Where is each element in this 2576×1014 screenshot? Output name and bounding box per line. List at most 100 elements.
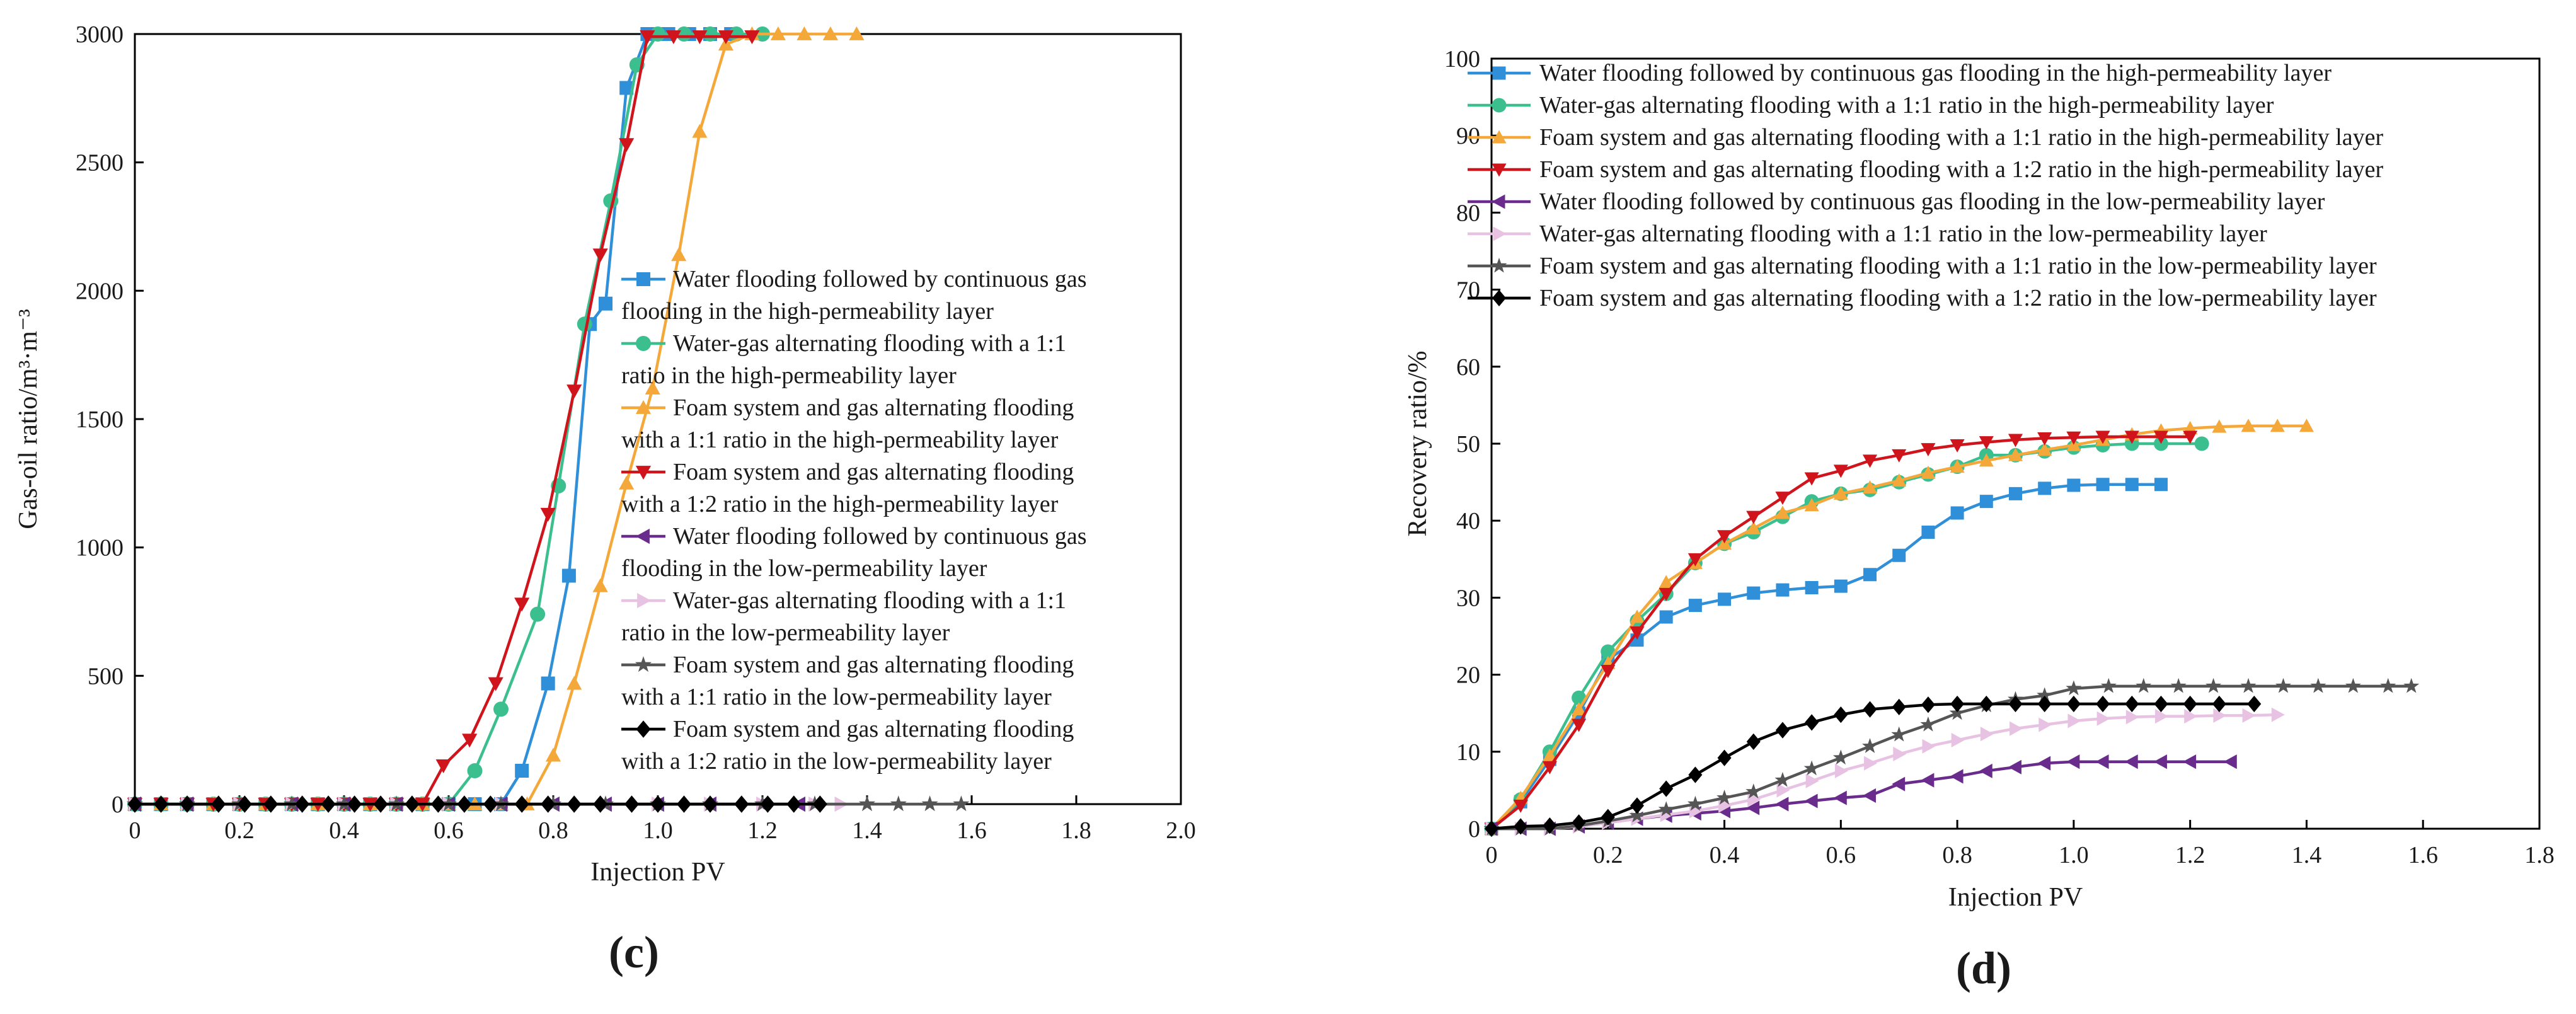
data-point bbox=[1659, 610, 1673, 624]
data-point bbox=[1950, 506, 1964, 520]
data-point bbox=[2095, 430, 2110, 444]
x-axis-title: Injection PV bbox=[590, 858, 725, 887]
legend-marker bbox=[1492, 194, 1505, 209]
data-point bbox=[1659, 575, 1674, 589]
data-point bbox=[1688, 553, 1703, 567]
data-point bbox=[760, 795, 775, 813]
data-point bbox=[592, 248, 608, 263]
data-point bbox=[1746, 521, 1761, 534]
data-point bbox=[2124, 754, 2138, 769]
data-point bbox=[624, 795, 640, 813]
data-point bbox=[263, 795, 279, 813]
data-point bbox=[1949, 705, 1965, 720]
data-point bbox=[2096, 478, 2110, 492]
data-point bbox=[1892, 548, 1906, 562]
data-point bbox=[1775, 722, 1790, 739]
data-point bbox=[462, 734, 478, 748]
data-point bbox=[2184, 709, 2198, 724]
x-tick-label: 0.8 bbox=[538, 817, 568, 844]
data-point bbox=[1979, 495, 1993, 509]
chart-panel-d: 0 0.2 0.4 0.6 0.8 1.0 1.2 1.4 1.6 1.8 0 10 20 30 40 50 6… bbox=[1403, 46, 2555, 993]
data-point bbox=[692, 124, 708, 138]
legend-item: Water-gas alternating flooding with a 1:… bbox=[1468, 92, 2274, 118]
data-point bbox=[2242, 708, 2256, 723]
data-point bbox=[1805, 581, 1819, 595]
data-point bbox=[2212, 695, 2226, 713]
data-point bbox=[1542, 748, 1557, 762]
x-tick-label: 1.8 bbox=[2524, 842, 2555, 868]
legend-item: Foam system and gas alternating flooding… bbox=[621, 459, 1074, 517]
data-point bbox=[619, 138, 635, 153]
legend-label: Foam system and gas alternating flooding… bbox=[1539, 156, 2384, 183]
x-tick-label: 1.4 bbox=[2292, 842, 2322, 868]
data-point bbox=[2037, 442, 2052, 456]
legend-item: Water flooding followed by continuous ga… bbox=[621, 266, 1087, 325]
data-point bbox=[858, 795, 876, 812]
series-8 bbox=[127, 795, 827, 813]
y-tick-label: 2000 bbox=[76, 278, 124, 304]
data-point bbox=[1892, 698, 1906, 716]
data-point bbox=[2096, 695, 2110, 713]
data-point bbox=[127, 795, 142, 813]
data-point bbox=[2008, 759, 2021, 775]
data-point bbox=[1834, 706, 1848, 723]
x-tick-label: 0.4 bbox=[329, 817, 359, 844]
data-point bbox=[2170, 677, 2187, 693]
y-tick-label: 0 bbox=[112, 792, 124, 818]
data-point bbox=[1864, 756, 1878, 771]
data-point bbox=[347, 795, 362, 813]
data-point bbox=[1775, 492, 1790, 505]
y-tick-label: 30 bbox=[1456, 585, 1480, 611]
data-point bbox=[1484, 820, 1499, 838]
legend-item: Water-gas alternating flooding with a 1:… bbox=[1468, 221, 2267, 247]
data-point bbox=[812, 795, 827, 813]
legend-marker bbox=[1491, 257, 1507, 273]
data-point bbox=[734, 795, 749, 813]
x-tick-label: 0.6 bbox=[434, 817, 464, 844]
data-point bbox=[2194, 436, 2209, 451]
data-point bbox=[1922, 739, 1936, 754]
data-point bbox=[2183, 695, 2197, 713]
data-point bbox=[2183, 430, 2198, 444]
data-point bbox=[2223, 754, 2237, 769]
data-point bbox=[890, 795, 907, 812]
data-point bbox=[515, 764, 529, 778]
data-point bbox=[1921, 526, 1935, 539]
data-point bbox=[2403, 677, 2420, 693]
y-tick-label: 500 bbox=[88, 663, 124, 689]
data-point bbox=[786, 795, 802, 813]
data-point bbox=[1542, 761, 1557, 775]
data-point bbox=[1601, 809, 1615, 826]
data-point bbox=[2247, 695, 2262, 713]
y-tick-label: 100 bbox=[1444, 46, 1480, 72]
legend-marker bbox=[1492, 98, 1507, 113]
data-point bbox=[1717, 530, 1732, 544]
legend-marker bbox=[636, 272, 650, 286]
data-point bbox=[640, 30, 655, 45]
data-point bbox=[541, 676, 555, 691]
data-point bbox=[1804, 498, 1819, 512]
data-point bbox=[2008, 447, 2023, 461]
data-point bbox=[2240, 677, 2257, 693]
data-point bbox=[566, 676, 582, 690]
data-point bbox=[822, 26, 838, 40]
legend-marker bbox=[636, 720, 651, 738]
panel-label: (c) bbox=[609, 927, 659, 977]
y-tick-label: 80 bbox=[1456, 200, 1480, 226]
legend-item: Foam system and gas alternating flooding… bbox=[621, 652, 1074, 710]
data-point bbox=[703, 795, 718, 813]
data-point bbox=[1833, 464, 1848, 478]
x-tick-label: 1.0 bbox=[643, 817, 673, 844]
legend-label: with a 1:2 ratio in the low-permeability… bbox=[621, 748, 1052, 775]
x-tick-label: 0.6 bbox=[1826, 842, 1856, 868]
data-point bbox=[1920, 716, 1936, 732]
x-tick-label: 1.6 bbox=[957, 817, 987, 844]
data-point bbox=[1717, 749, 1732, 766]
y-tick-label: 40 bbox=[1456, 508, 1480, 534]
data-point bbox=[514, 597, 530, 612]
data-point bbox=[1892, 449, 1907, 463]
data-point bbox=[2066, 431, 2081, 445]
data-point bbox=[211, 795, 226, 813]
x-tick-label: 0 bbox=[1486, 842, 1498, 868]
data-point bbox=[2124, 430, 2139, 444]
